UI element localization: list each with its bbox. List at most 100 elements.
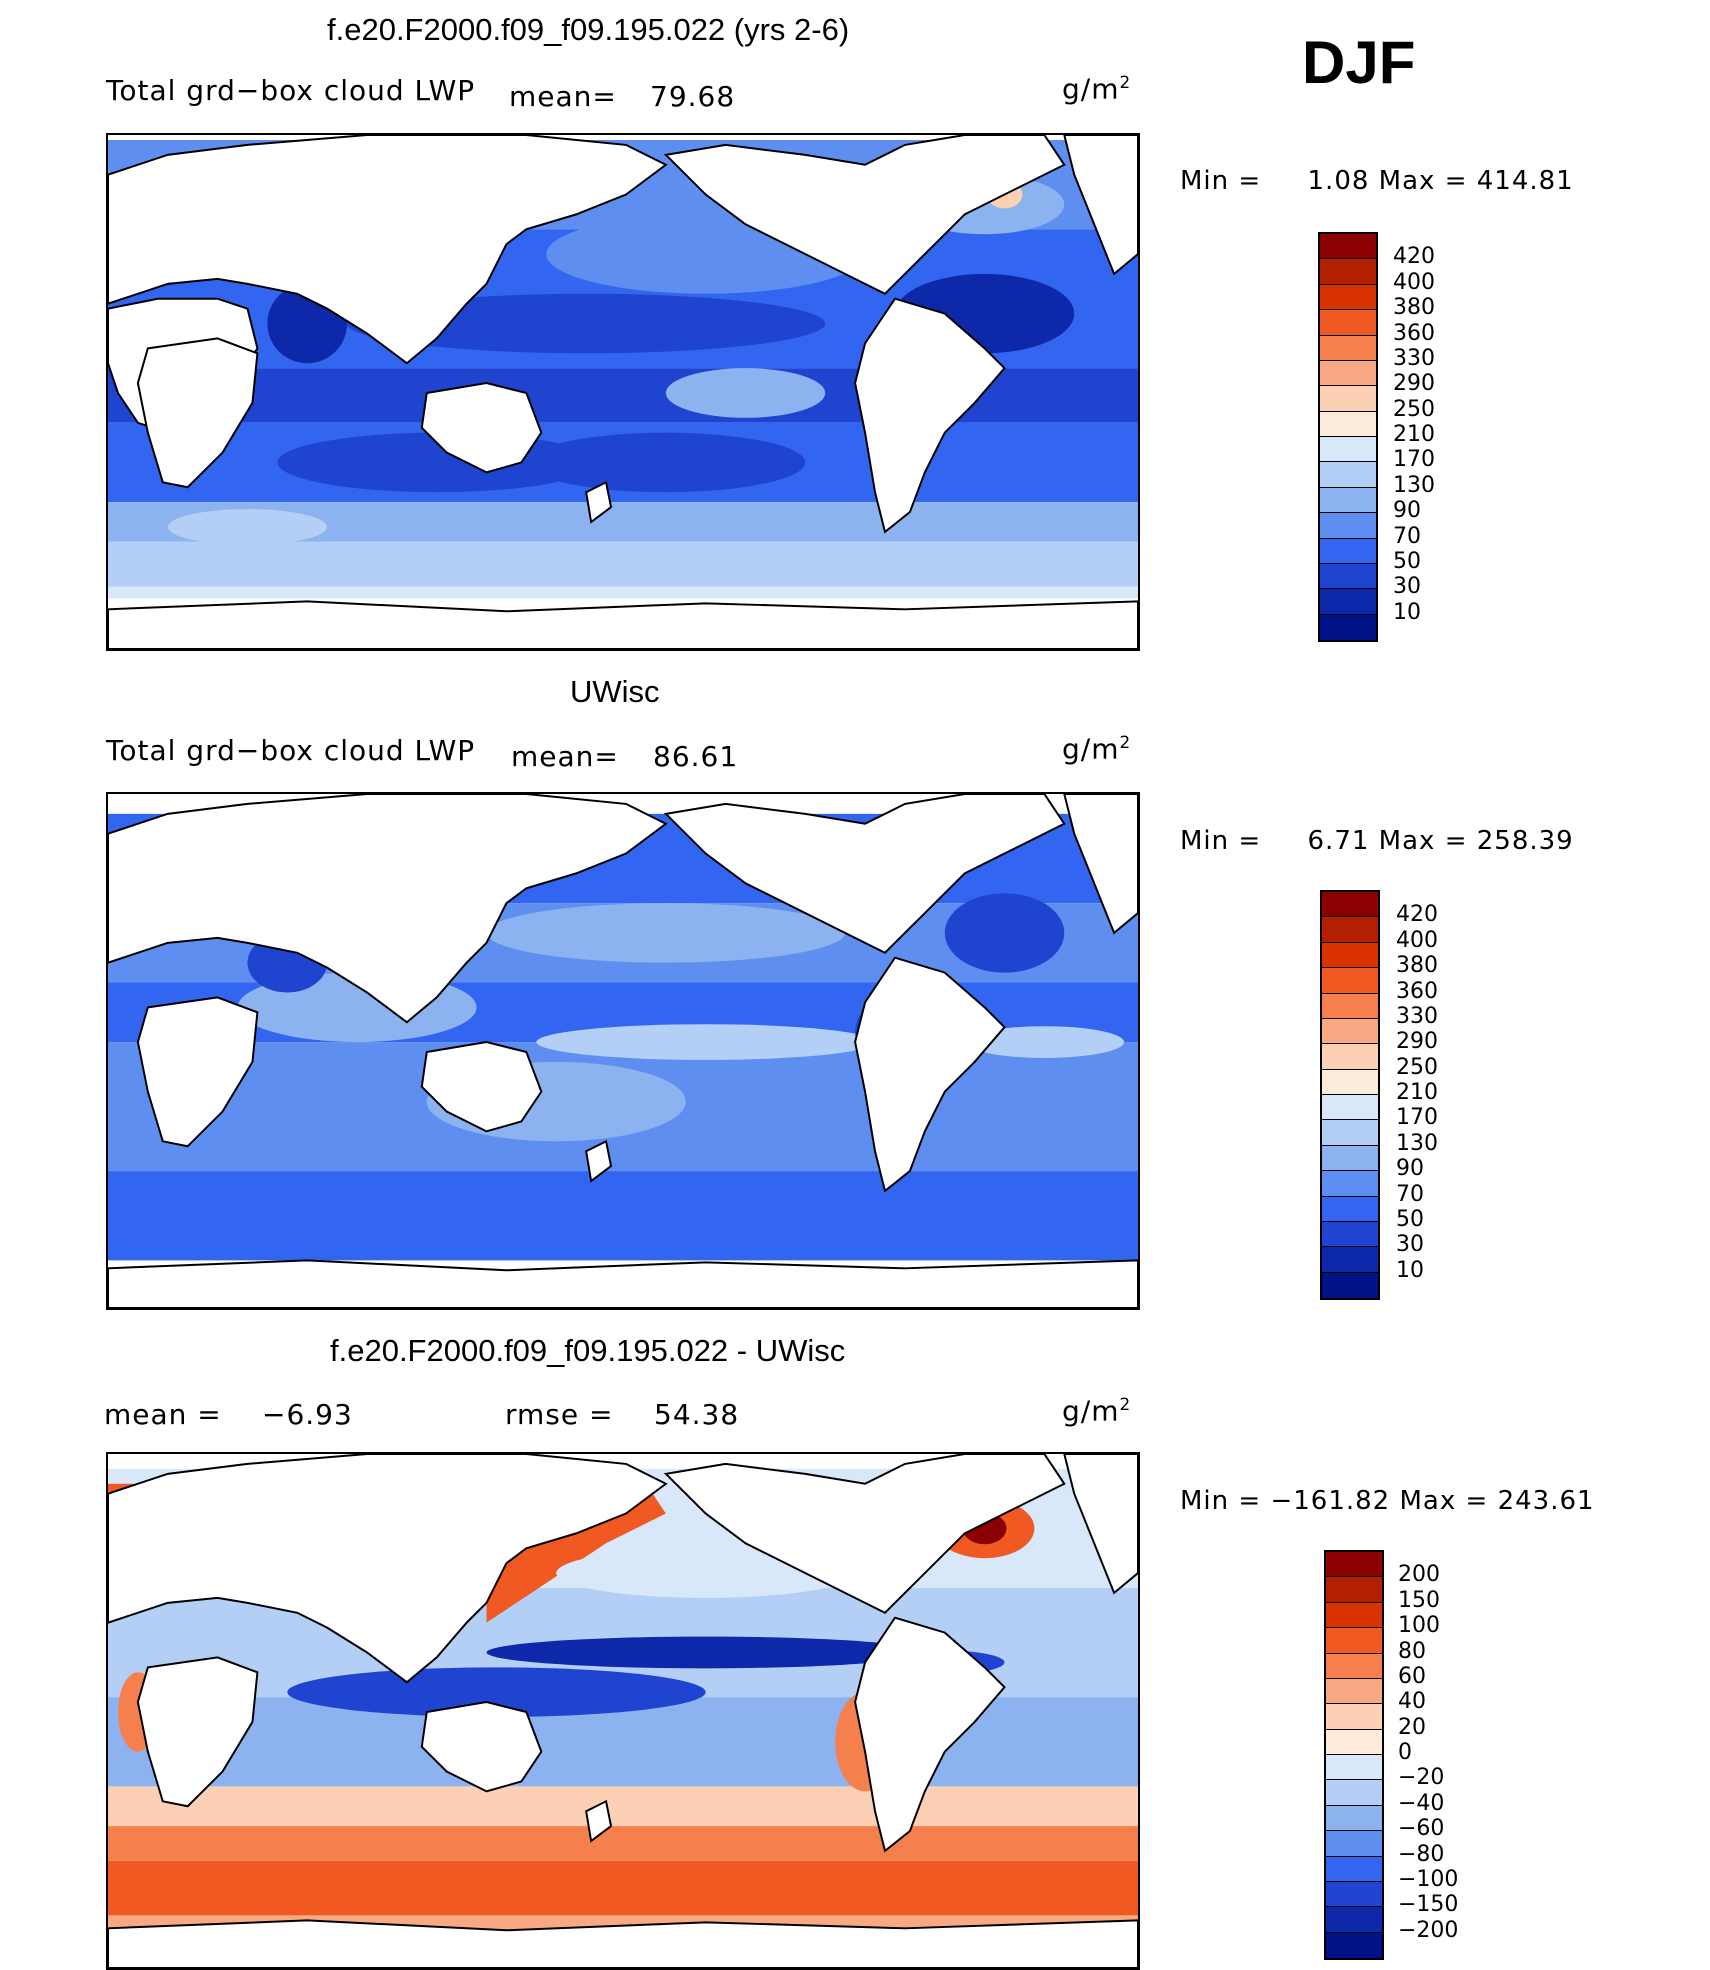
colorbar-label: −20 bbox=[1398, 1765, 1445, 1791]
colorbar-label: 30 bbox=[1396, 1232, 1424, 1258]
colorbar-box bbox=[1322, 942, 1378, 969]
panel-1-mean-value: 79.68 bbox=[650, 80, 736, 113]
colorbar-box bbox=[1326, 1755, 1382, 1781]
panel-2-colorbar-labels: 420 400 380 360 330 290 250 210 170 130 90 70 50 30 10 bbox=[1396, 890, 1476, 1300]
colorbar-box bbox=[1326, 1932, 1382, 1958]
colorbar-box bbox=[1326, 1552, 1382, 1578]
panel-1-colorbar-labels: 420 400 380 360 330 290 250 210 170 130 90 70 50 30 10 bbox=[1393, 232, 1473, 642]
panel-1-map bbox=[106, 133, 1140, 651]
colorbar-box bbox=[1320, 386, 1376, 412]
colorbar-box bbox=[1326, 1653, 1382, 1679]
colorbar-label: 420 bbox=[1396, 902, 1438, 928]
panel-2-units: g/m2 bbox=[1062, 732, 1132, 766]
colorbar-label: 20 bbox=[1398, 1714, 1426, 1740]
colorbar-box bbox=[1320, 284, 1376, 311]
colorbar-label: 360 bbox=[1396, 978, 1438, 1004]
colorbar-box bbox=[1322, 1069, 1378, 1095]
colorbar-box bbox=[1322, 1247, 1378, 1273]
colorbar-box bbox=[1322, 1018, 1378, 1045]
panel-3-map-svg bbox=[108, 1454, 1138, 1968]
panel-1-colorbar bbox=[1318, 232, 1378, 642]
colorbar-box bbox=[1320, 589, 1376, 615]
panel-3-mean-label: mean = bbox=[104, 1398, 222, 1431]
colorbar-box bbox=[1320, 259, 1376, 285]
panel-1-minmax: Min = 1.08 Max = 414.81 bbox=[1180, 166, 1574, 196]
colorbar-label: 170 bbox=[1393, 447, 1435, 473]
colorbar-box bbox=[1320, 513, 1376, 539]
colorbar-label: 90 bbox=[1393, 498, 1421, 524]
colorbar-label: 130 bbox=[1396, 1130, 1438, 1156]
colorbar-box bbox=[1322, 993, 1378, 1019]
colorbar-label: 100 bbox=[1398, 1613, 1440, 1639]
panel-2-map bbox=[106, 792, 1140, 1310]
panel-2-colorbar bbox=[1320, 890, 1380, 1300]
colorbar-label: 10 bbox=[1396, 1257, 1424, 1283]
panel-2-variable: Total grd−box cloud LWP bbox=[106, 734, 476, 767]
colorbar-box bbox=[1320, 538, 1376, 564]
colorbar-box bbox=[1326, 1678, 1382, 1705]
colorbar-label: −150 bbox=[1398, 1892, 1459, 1918]
panel-1-variable: Total grd−box cloud LWP bbox=[106, 74, 476, 107]
colorbar-box bbox=[1320, 411, 1376, 437]
colorbar-box bbox=[1320, 310, 1376, 336]
panel-2-minmax: Min = 6.71 Max = 258.39 bbox=[1180, 826, 1574, 856]
colorbar-box bbox=[1322, 1171, 1378, 1197]
panel-3-rmse-label: rmse = bbox=[505, 1398, 614, 1431]
colorbar-box bbox=[1320, 335, 1376, 361]
colorbar-label: 80 bbox=[1398, 1638, 1426, 1664]
colorbar-box bbox=[1326, 1729, 1382, 1755]
colorbar-label: −60 bbox=[1398, 1816, 1445, 1842]
colorbar-box bbox=[1320, 437, 1376, 463]
panel-2-mean-label: mean= bbox=[511, 740, 619, 773]
colorbar-box bbox=[1322, 1120, 1378, 1146]
panel-2-mean-value: 86.61 bbox=[653, 740, 739, 773]
colorbar-box bbox=[1326, 1628, 1382, 1654]
colorbar-box bbox=[1326, 1856, 1382, 1882]
panel-1-title: f.e20.F2000.f09_f09.195.022 (yrs 2-6) bbox=[327, 12, 850, 47]
panel-3-minmax: Min = −161.82 Max = 243.61 bbox=[1180, 1486, 1595, 1516]
colorbar-label: −80 bbox=[1398, 1841, 1445, 1867]
colorbar-label: 150 bbox=[1398, 1587, 1440, 1613]
colorbar-box bbox=[1322, 892, 1378, 918]
colorbar-label: −100 bbox=[1398, 1866, 1459, 1892]
colorbar-label: 400 bbox=[1396, 927, 1438, 953]
colorbar-box bbox=[1326, 1602, 1382, 1629]
colorbar-label: 210 bbox=[1396, 1080, 1438, 1105]
colorbar-label: 380 bbox=[1393, 295, 1435, 321]
colorbar-label: 70 bbox=[1396, 1181, 1424, 1207]
panel-3-rmse-value: 54.38 bbox=[654, 1398, 740, 1431]
colorbar-label: 360 bbox=[1393, 320, 1435, 346]
panel-3-units: g/m2 bbox=[1062, 1394, 1132, 1428]
colorbar-box bbox=[1322, 1044, 1378, 1070]
panel-3-colorbar bbox=[1324, 1550, 1384, 1960]
colorbar-label: 10 bbox=[1393, 599, 1421, 625]
colorbar-label: 290 bbox=[1393, 371, 1435, 397]
colorbar-box bbox=[1326, 1805, 1382, 1832]
colorbar-label: 250 bbox=[1393, 396, 1435, 422]
panel-2-title: UWisc bbox=[570, 674, 660, 709]
colorbar-label: 130 bbox=[1393, 472, 1435, 498]
colorbar-box bbox=[1320, 234, 1376, 260]
panel-2-map-svg bbox=[108, 794, 1138, 1308]
colorbar-label: −40 bbox=[1398, 1790, 1445, 1816]
colorbar-box bbox=[1320, 487, 1376, 514]
colorbar-label: 200 bbox=[1398, 1562, 1440, 1588]
colorbar-label: 250 bbox=[1396, 1054, 1438, 1080]
panel-3-mean-value: −6.93 bbox=[262, 1398, 353, 1431]
panel-1-map-svg bbox=[108, 135, 1138, 649]
panel-1-mean-label: mean= bbox=[509, 80, 617, 113]
colorbar-label: −200 bbox=[1398, 1917, 1459, 1943]
colorbar-label: 330 bbox=[1393, 345, 1435, 371]
panel-1-units: g/m2 bbox=[1062, 72, 1132, 106]
colorbar-box bbox=[1322, 968, 1378, 994]
panel-3-title: f.e20.F2000.f09_f09.195.022 - UWisc bbox=[330, 1333, 846, 1368]
colorbar-box bbox=[1320, 360, 1376, 387]
colorbar-label: 70 bbox=[1393, 523, 1421, 549]
colorbar-label: 90 bbox=[1396, 1156, 1424, 1182]
colorbar-label: 420 bbox=[1393, 244, 1435, 270]
colorbar-box bbox=[1326, 1907, 1382, 1933]
colorbar-label: 380 bbox=[1396, 953, 1438, 979]
colorbar-label: 50 bbox=[1396, 1206, 1424, 1232]
colorbar-box bbox=[1322, 1095, 1378, 1121]
colorbar-box bbox=[1322, 1196, 1378, 1222]
